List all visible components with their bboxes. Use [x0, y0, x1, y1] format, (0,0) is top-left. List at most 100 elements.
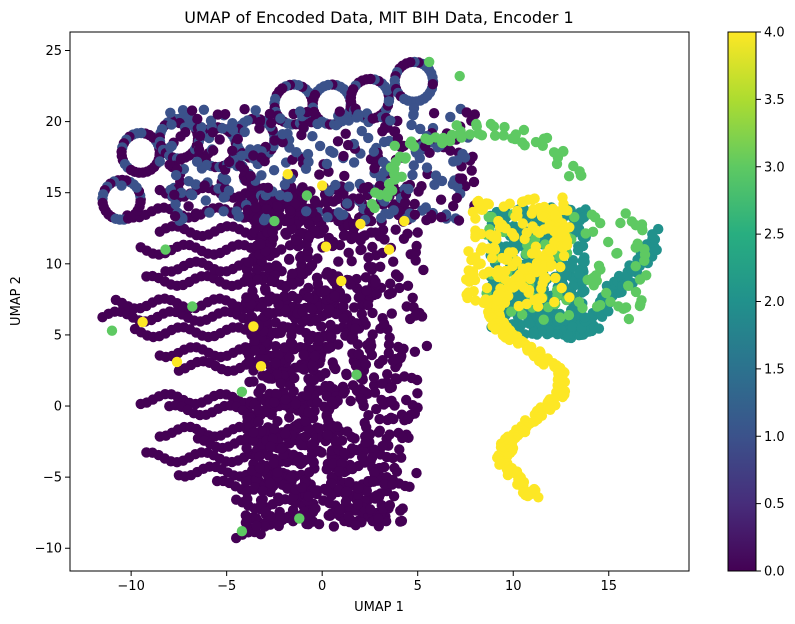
data-point — [295, 252, 306, 263]
data-point — [268, 397, 280, 408]
data-point — [183, 176, 194, 187]
data-point — [573, 268, 585, 279]
data-point — [313, 519, 325, 530]
data-point — [304, 231, 315, 242]
data-point — [303, 491, 314, 502]
data-point — [467, 151, 478, 162]
colorbar-tick-label: 1.5 — [764, 362, 785, 377]
data-point — [273, 520, 284, 532]
data-point — [601, 287, 612, 299]
data-point — [373, 513, 384, 524]
data-point — [301, 518, 312, 530]
plot-frame — [69, 31, 690, 572]
data-point — [367, 113, 378, 124]
data-point — [254, 463, 266, 474]
data-point — [260, 212, 271, 224]
data-point — [207, 127, 218, 138]
data-point — [254, 451, 265, 462]
data-point — [268, 457, 279, 469]
data-point — [307, 360, 318, 371]
data-point — [268, 293, 280, 305]
data-point — [264, 388, 275, 400]
data-point — [394, 444, 405, 455]
data-point — [468, 176, 480, 188]
data-point — [500, 265, 511, 277]
data-point — [363, 181, 374, 193]
data-point — [538, 359, 549, 370]
data-point — [377, 440, 388, 452]
data-point — [530, 136, 542, 148]
data-point — [351, 369, 362, 380]
data-point — [314, 423, 325, 434]
data-point — [313, 335, 324, 346]
data-point — [259, 156, 270, 167]
data-point — [284, 205, 296, 216]
data-point — [630, 286, 642, 298]
data-point — [296, 482, 307, 493]
data-point — [251, 520, 262, 531]
data-point — [296, 129, 307, 141]
data-point — [256, 301, 267, 313]
data-point — [421, 340, 433, 352]
data-point — [166, 119, 177, 130]
data-point — [362, 300, 374, 311]
data-point — [198, 104, 210, 116]
data-point — [350, 323, 361, 334]
data-point — [420, 202, 431, 213]
data-point — [332, 421, 343, 432]
data-point — [336, 458, 347, 469]
data-point — [355, 218, 366, 230]
data-point — [367, 241, 378, 253]
data-point — [187, 301, 198, 312]
data-point — [269, 215, 280, 227]
data-point — [255, 238, 266, 250]
data-point — [385, 278, 396, 289]
data-point — [303, 406, 314, 418]
data-point — [513, 271, 524, 282]
data-point — [250, 512, 262, 524]
data-point — [504, 198, 515, 209]
data-point — [339, 170, 350, 182]
data-point — [303, 156, 314, 168]
data-point — [333, 339, 344, 350]
data-point — [366, 349, 378, 361]
data-point — [170, 170, 182, 181]
data-point — [510, 129, 521, 140]
data-point — [177, 105, 189, 116]
data-point — [356, 451, 368, 463]
data-point — [550, 272, 561, 284]
y-tick-label: 0 — [54, 400, 62, 415]
data-point — [383, 347, 394, 359]
data-point — [301, 190, 313, 201]
data-point — [363, 261, 375, 272]
data-point — [246, 465, 258, 476]
data-point — [297, 363, 309, 375]
data-point — [353, 348, 364, 360]
data-point — [246, 311, 258, 323]
y-tick-label: −10 — [35, 542, 62, 557]
data-point — [402, 228, 413, 239]
data-point — [330, 179, 341, 191]
data-point — [428, 108, 440, 119]
data-point — [363, 132, 374, 144]
data-point — [297, 182, 308, 193]
data-point — [451, 192, 462, 204]
data-point — [368, 146, 380, 157]
data-point — [224, 156, 235, 168]
data-point — [562, 239, 573, 251]
data-point — [325, 145, 336, 157]
data-point — [384, 208, 395, 220]
data-point — [342, 139, 354, 151]
data-point — [218, 206, 229, 217]
data-point — [171, 356, 183, 368]
data-point — [248, 435, 259, 446]
data-point — [386, 308, 397, 319]
data-point — [352, 499, 363, 510]
data-point — [533, 492, 544, 503]
data-point — [343, 511, 354, 522]
data-point — [341, 486, 352, 497]
data-point — [567, 321, 578, 332]
data-point — [308, 456, 319, 468]
data-point — [360, 359, 372, 370]
data-point — [154, 156, 165, 167]
